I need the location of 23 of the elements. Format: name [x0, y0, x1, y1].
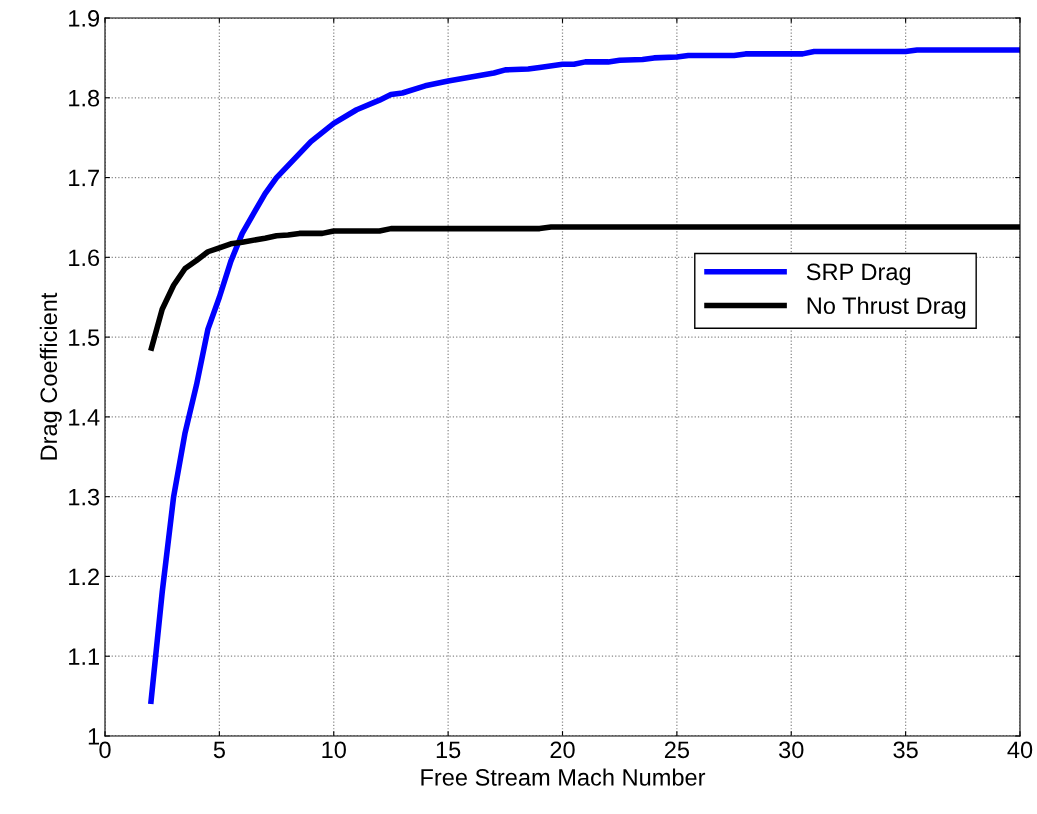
y-tick-label: 1.9 — [69, 10, 100, 27]
y-tick-label: 1.6 — [69, 249, 100, 267]
y-axis-title: Drag Coefficient — [39, 292, 62, 460]
x-tick-label: 0 — [99, 741, 111, 759]
y-tick-label: 1.1 — [69, 648, 99, 665]
x-tick-label: 20 — [550, 741, 575, 759]
legend-label: No Thrust Drag — [807, 296, 966, 319]
y-tick-label: 1.4 — [69, 409, 100, 426]
y-tick-label: 1 — [88, 728, 99, 745]
x-tick-label: 5 — [213, 741, 225, 759]
x-tick-label: 10 — [322, 741, 346, 759]
y-tick-label: 1.7 — [69, 169, 99, 187]
y-tick-label: 1.2 — [69, 568, 99, 585]
x-tick-label: 35 — [893, 741, 918, 759]
y-tick-label: 1.3 — [69, 488, 100, 506]
y-tick-label: 1.8 — [69, 89, 100, 107]
x-axis-title: Free Stream Mach Number — [421, 768, 706, 786]
x-tick-label: 25 — [664, 741, 690, 759]
x-tick-label: 15 — [436, 741, 461, 759]
y-tick-label: 1.5 — [69, 329, 100, 346]
legend-label: SRP Drag — [806, 263, 911, 285]
x-tick-label: 40 — [1007, 741, 1033, 759]
x-tick-label: 30 — [779, 741, 804, 759]
